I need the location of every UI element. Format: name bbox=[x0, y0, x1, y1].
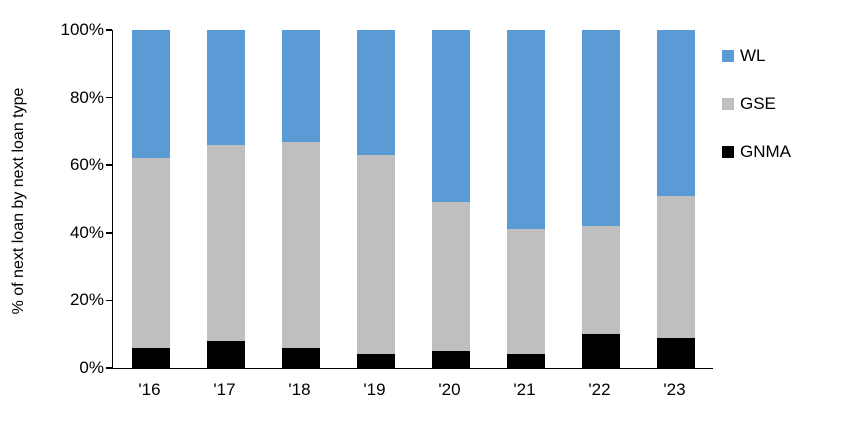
bar-slot-21 bbox=[488, 30, 563, 368]
y-tick-label: 100% bbox=[60, 20, 104, 39]
x-tick-label: '18 bbox=[288, 380, 311, 399]
bar-segment-gnma bbox=[431, 351, 470, 368]
y-tick-mark bbox=[106, 29, 112, 31]
bar-segment-wl bbox=[581, 30, 620, 227]
x-axis-labels: '16 '17 '18 '19 '20 '21 '22 '23 bbox=[112, 380, 712, 400]
bar-slot-18 bbox=[263, 30, 338, 368]
legend-swatch-gnma bbox=[722, 146, 734, 158]
y-tick-mark bbox=[106, 164, 112, 166]
bar-segment-gnma bbox=[131, 347, 170, 368]
bar-segment-gse bbox=[656, 195, 695, 338]
legend-label: GSE bbox=[740, 94, 776, 113]
legend-label: GNMA bbox=[740, 142, 791, 161]
x-tick-label: '16 bbox=[138, 380, 161, 399]
bar-segment-gnma bbox=[206, 340, 245, 368]
y-tick-mark bbox=[106, 232, 112, 234]
legend-label: WL bbox=[740, 46, 766, 65]
bar-slot-17 bbox=[188, 30, 263, 368]
bar-segment-wl bbox=[506, 30, 545, 230]
bar-segment-gnma bbox=[281, 347, 320, 368]
y-axis-title: % of next loan by next loan type bbox=[10, 87, 27, 315]
bar-segment-gse bbox=[581, 226, 620, 335]
y-tick-mark bbox=[106, 299, 112, 302]
y-tick-label: 80% bbox=[69, 87, 104, 107]
bar-slot-23 bbox=[638, 30, 713, 368]
y-tick-label: 40% bbox=[69, 222, 104, 242]
bar-segment-gnma bbox=[506, 354, 545, 368]
bar-segment-wl bbox=[656, 30, 695, 196]
bar-segment-gse bbox=[281, 141, 320, 348]
bar-segment-wl bbox=[431, 30, 470, 203]
y-tick-mark bbox=[106, 96, 112, 99]
legend-item-wl: WL bbox=[722, 46, 791, 66]
y-tick-mark bbox=[106, 367, 112, 369]
bar-segment-wl bbox=[281, 30, 320, 142]
x-tick-label: '17 bbox=[213, 380, 236, 399]
bar-segment-gnma bbox=[656, 337, 695, 368]
legend-swatch-wl bbox=[722, 50, 734, 62]
bar-segment-wl bbox=[206, 30, 245, 145]
stacked-bar bbox=[581, 30, 620, 368]
bar-segment-gnma bbox=[356, 354, 395, 368]
y-tick-label: 20% bbox=[69, 290, 104, 310]
bar-segment-wl bbox=[131, 30, 170, 159]
bars-container bbox=[113, 30, 713, 368]
stacked-bar bbox=[281, 30, 320, 368]
legend-item-gse: GSE bbox=[722, 94, 791, 114]
stacked-bar bbox=[206, 30, 245, 368]
stacked-bar bbox=[506, 30, 545, 368]
bar-slot-20 bbox=[413, 30, 488, 368]
y-tick-label: 0% bbox=[79, 358, 104, 377]
x-tick-label: '23 bbox=[663, 380, 686, 399]
stacked-bar bbox=[656, 30, 695, 368]
stacked-bar bbox=[131, 30, 170, 368]
y-tick-label: 60% bbox=[69, 155, 104, 175]
legend-item-gnma: GNMA bbox=[722, 142, 791, 162]
bar-slot-19 bbox=[338, 30, 413, 368]
x-tick-label: '21 bbox=[513, 380, 536, 399]
bar-segment-gnma bbox=[581, 334, 620, 368]
bar-segment-gse bbox=[356, 155, 395, 355]
x-tick-label: '20 bbox=[438, 380, 461, 399]
plot-area bbox=[112, 30, 713, 369]
x-tick-label: '22 bbox=[588, 380, 611, 399]
bar-segment-gse bbox=[506, 229, 545, 355]
stacked-bar bbox=[431, 30, 470, 368]
bar-segment-gse bbox=[431, 202, 470, 352]
legend-swatch-gse bbox=[722, 98, 734, 110]
stacked-bar bbox=[356, 30, 395, 368]
bar-segment-wl bbox=[356, 30, 395, 156]
legend: WL GSE GNMA bbox=[722, 46, 791, 162]
x-tick-label: '19 bbox=[363, 380, 386, 399]
bar-segment-gse bbox=[206, 144, 245, 341]
bar-slot-16 bbox=[113, 30, 188, 368]
bar-segment-gse bbox=[131, 158, 170, 348]
bar-slot-22 bbox=[563, 30, 638, 368]
